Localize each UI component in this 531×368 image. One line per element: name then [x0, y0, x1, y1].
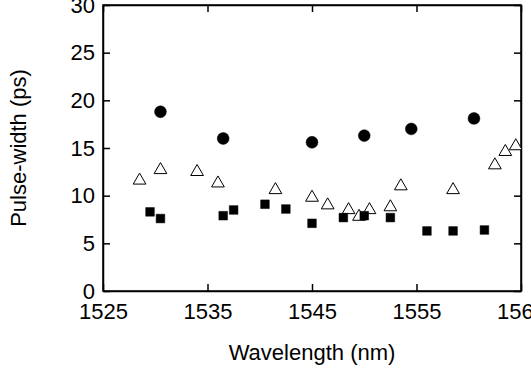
tick-mark — [514, 195, 521, 197]
tick-mark — [103, 291, 110, 293]
tick-label: 30 — [71, 0, 95, 18]
tick: 1555 — [393, 284, 442, 324]
x-axis: 15251535154515551565 — [79, 284, 531, 324]
plot-frame — [103, 5, 521, 291]
tick-label: 1535 — [184, 299, 233, 324]
point — [219, 211, 228, 220]
point — [489, 158, 502, 169]
point — [509, 139, 521, 150]
tick — [514, 291, 521, 292]
tick: 1535 — [184, 284, 233, 324]
point — [154, 163, 167, 174]
tick-mark — [103, 100, 110, 102]
y-axis-title: Pulse-width (ps) — [6, 69, 31, 227]
x-axis-top — [104, 5, 522, 12]
tick — [312, 5, 313, 12]
point — [282, 205, 291, 214]
tick — [103, 5, 104, 12]
point — [423, 227, 432, 236]
series — [146, 200, 489, 235]
tick — [514, 5, 521, 6]
tick: 30 — [71, 0, 110, 18]
tick-mark — [103, 5, 105, 12]
point — [449, 227, 458, 236]
tick — [208, 5, 209, 12]
point — [342, 203, 355, 214]
tick-label: 20 — [71, 88, 95, 113]
point — [405, 123, 417, 135]
tick-mark — [207, 284, 209, 291]
point — [447, 183, 460, 194]
point — [146, 208, 155, 217]
tick: 1545 — [288, 284, 337, 324]
tick-mark — [416, 5, 418, 12]
point — [308, 219, 317, 228]
point — [384, 200, 397, 211]
tick — [514, 53, 521, 54]
tick-label: 1565 — [497, 299, 531, 324]
tick: 15 — [71, 136, 110, 161]
point — [306, 136, 318, 148]
plot: 15251535154515551565051015202530 — [71, 0, 531, 324]
point — [480, 226, 489, 235]
tick — [514, 196, 521, 197]
point — [306, 190, 319, 201]
tick: 1565 — [497, 284, 531, 324]
point — [212, 176, 225, 187]
point — [261, 200, 270, 209]
tick: 0 — [83, 279, 110, 304]
tick-label: 10 — [71, 183, 95, 208]
tick: 25 — [71, 40, 110, 65]
tick-mark — [514, 52, 521, 54]
tick-mark — [103, 148, 110, 150]
point — [468, 113, 480, 125]
tick — [417, 5, 418, 12]
tick-mark — [103, 243, 110, 245]
tick-mark — [514, 291, 521, 293]
point — [321, 198, 334, 209]
point — [360, 211, 369, 220]
tick-label: 25 — [71, 40, 95, 65]
tick — [514, 243, 521, 244]
tick: 10 — [71, 183, 110, 208]
tick: 5 — [83, 231, 110, 256]
tick-mark — [514, 5, 521, 7]
tick-mark — [416, 284, 418, 291]
tick-mark — [103, 195, 110, 197]
point — [191, 164, 204, 175]
tick-label: 0 — [83, 279, 95, 304]
tick-label: 1545 — [288, 299, 337, 324]
tick: 20 — [71, 88, 110, 113]
series — [155, 106, 480, 148]
tick-mark — [514, 100, 521, 102]
x-axis-title: Wavelength (nm) — [229, 340, 396, 365]
tick — [514, 100, 521, 101]
point — [269, 183, 282, 194]
point — [156, 214, 165, 223]
point — [133, 173, 146, 184]
point — [155, 106, 167, 118]
point — [217, 133, 229, 145]
tick-mark — [207, 5, 209, 12]
tick-label: 5 — [83, 231, 95, 256]
point — [358, 130, 370, 142]
point — [386, 213, 395, 222]
point — [229, 206, 238, 215]
series — [133, 139, 521, 221]
tick-mark — [514, 243, 521, 245]
tick-mark — [103, 52, 110, 54]
y-axis: 0 5 10 15 20 25 30 — [71, 0, 110, 304]
tick-label: 15 — [71, 136, 95, 161]
tick-label: 1555 — [393, 299, 442, 324]
chart: 15251535154515551565051015202530Waveleng… — [0, 0, 531, 368]
point — [394, 179, 407, 190]
tick-mark — [312, 5, 314, 12]
point — [339, 213, 348, 222]
tick-mark — [312, 284, 314, 291]
points — [133, 106, 521, 235]
